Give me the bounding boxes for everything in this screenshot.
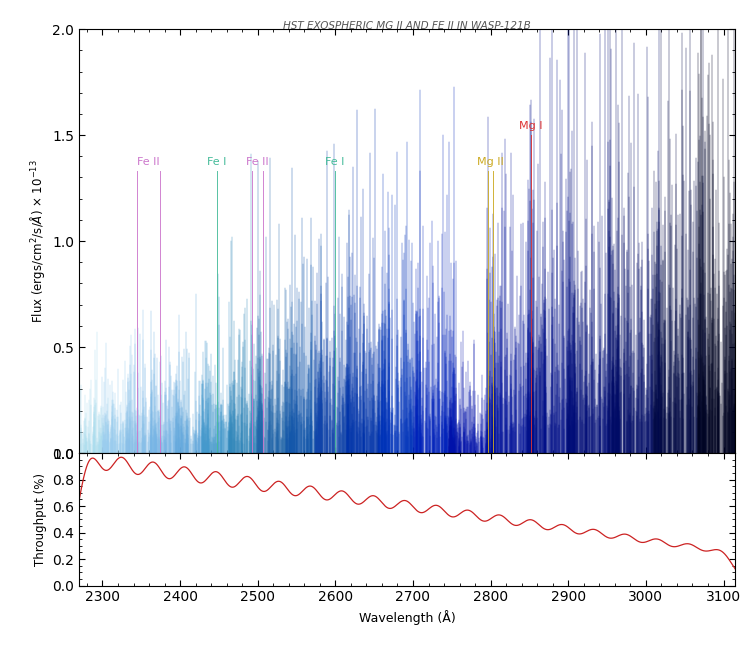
Text: Mg I: Mg I bbox=[520, 121, 543, 131]
Y-axis label: Throughput (%): Throughput (%) bbox=[34, 473, 47, 565]
Text: Mg II: Mg II bbox=[477, 157, 504, 167]
Y-axis label: Flux (ergs/cm$^2$/s/$\AA$) $\times$ 10$^{-13}$: Flux (ergs/cm$^2$/s/$\AA$) $\times$ 10$^… bbox=[28, 159, 47, 323]
X-axis label: Wavelength (Å): Wavelength (Å) bbox=[359, 610, 455, 625]
Text: Fe I: Fe I bbox=[207, 157, 226, 167]
Text: Fe II: Fe II bbox=[137, 157, 160, 167]
Text: Fe I: Fe I bbox=[325, 157, 345, 167]
Text: Fe II: Fe II bbox=[247, 157, 269, 167]
Text: HST EXOSPHERIC MG II AND FE II IN WASP-121B: HST EXOSPHERIC MG II AND FE II IN WASP-1… bbox=[284, 21, 531, 30]
